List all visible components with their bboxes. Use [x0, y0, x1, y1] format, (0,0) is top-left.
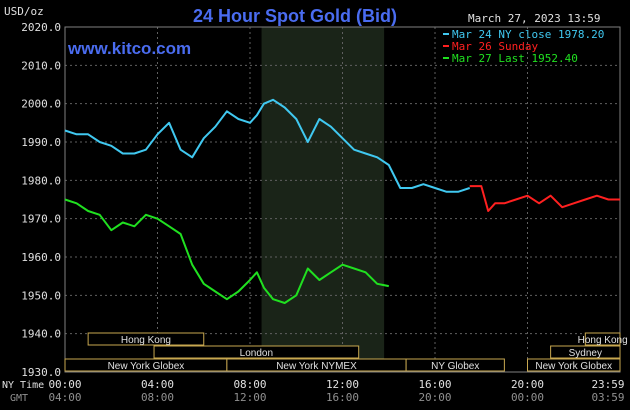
series-line-1 [469, 185, 620, 212]
y-tick-label: 1950.0 [21, 289, 61, 302]
legend-label-last: Mar 27 Last 1952.40 [452, 52, 578, 65]
session-label: New York Globex [535, 361, 612, 372]
chart-title: 24 Hour Spot Gold (Bid) [193, 6, 397, 26]
y-tick-label: 1960.0 [21, 251, 61, 264]
y-tick-label: 2010.0 [21, 59, 61, 72]
x-tick-label-gmt: 04:00 [48, 391, 81, 404]
y-tick-label: 2020.0 [21, 21, 61, 34]
session-bar [405, 358, 505, 372]
session-label: New York Globex [108, 361, 185, 372]
y-tick-label: 1990.0 [21, 136, 61, 149]
market-sessions: Hong Kong Hong Kong London Sydney New York G… [64, 332, 628, 372]
x-tick-label-ny: 00:00 [48, 378, 81, 391]
y-tick-label: 2000.0 [21, 98, 61, 111]
timestamp: March 27, 2023 13:59 [468, 12, 600, 25]
session-bar [550, 345, 621, 359]
session-bar [153, 345, 360, 359]
session-bar [87, 332, 205, 346]
session-label: Sydney [569, 348, 602, 359]
session-bar [584, 332, 621, 346]
x-tick-label-ny: 23:59 [591, 378, 624, 391]
x-tick-label-ny: 12:00 [326, 378, 359, 391]
ny-time-label: NY Time [2, 380, 44, 391]
x-tick-label-ny: 16:00 [418, 378, 451, 391]
x-tick-label-ny: 04:00 [141, 378, 174, 391]
y-tick-label: 1980.0 [21, 174, 61, 187]
site-watermark[interactable]: www.kitco.com [67, 39, 191, 58]
x-tick-label-gmt: 03:59 [591, 391, 624, 404]
session-label: Hong Kong [121, 335, 171, 346]
y-axis-ticks: 2020.0 2010.0 2000.0 1990.0 1980.0 1970.0 1960… [21, 21, 61, 379]
x-tick-label-gmt: 12:00 [233, 391, 266, 404]
x-tick-label-gmt: 00:00 [511, 391, 544, 404]
x-tick-label-gmt: 08:00 [141, 391, 174, 404]
series-line-2 [64, 198, 389, 304]
session-bar [527, 358, 621, 372]
x-tick-label-gmt: 20:00 [418, 391, 451, 404]
gmt-label: GMT [10, 393, 28, 404]
legend-label-sunday: Mar 26 Sunday [452, 40, 538, 53]
session-label: New York NYMEX [276, 361, 357, 372]
legend-label-ny-close: Mar 24 NY close 1978.20 [452, 28, 604, 41]
y-tick-label: 1970.0 [21, 213, 61, 226]
session-label: London [240, 348, 273, 359]
session-label: NY Globex [431, 361, 479, 372]
x-tick-label-ny: 08:00 [233, 378, 266, 391]
nymex-highlight-region [261, 27, 385, 372]
x-tick-label-ny: 20:00 [511, 378, 544, 391]
session-label: Hong Kong [578, 335, 628, 346]
x-tick-label-gmt: 16:00 [326, 391, 359, 404]
unit-label: USD/oz [4, 5, 44, 18]
legend: Mar 24 NY close 1978.20 Mar 26 Sunday Ma… [443, 28, 604, 65]
y-tick-label: 1940.0 [21, 328, 61, 341]
series-line-0 [64, 98, 471, 193]
x-axis-ticks: 00:00 04:00 08:00 12:00 16:00 20:00 23:5904:00… [48, 378, 624, 404]
y-tick-label: 1930.0 [21, 366, 61, 379]
series-lines [64, 98, 620, 304]
